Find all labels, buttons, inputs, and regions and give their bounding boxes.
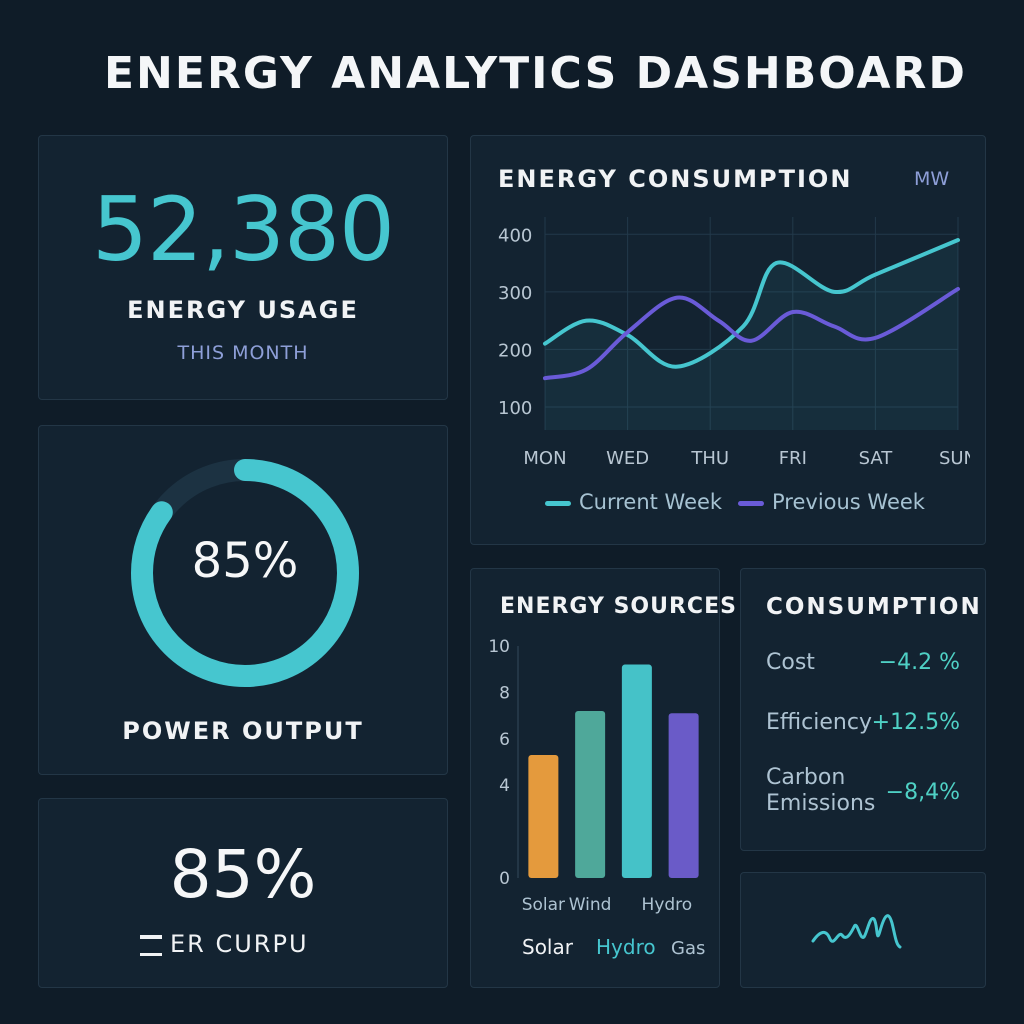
bar-x-tick-label: Hydro bbox=[642, 895, 693, 915]
bar-legend-hydro: Hydro bbox=[596, 935, 656, 959]
bar-wind bbox=[575, 710, 606, 878]
power-output-label-2: ER CURPU bbox=[140, 930, 309, 958]
bar-y-tick-label: 10 bbox=[490, 637, 510, 657]
bar-hydro bbox=[621, 664, 652, 878]
energy-usage-period: THIS MONTH bbox=[177, 342, 309, 364]
line-chart-unit: MW bbox=[914, 168, 950, 190]
line-x-tick-label: FRI bbox=[779, 448, 807, 469]
gauge-fill bbox=[131, 459, 359, 687]
metric-efficiency-label: Efficiency bbox=[766, 710, 872, 735]
sparkline-icon bbox=[811, 914, 902, 949]
legend-previous-label: Previous Week bbox=[772, 490, 925, 514]
line-y-tick-label: 300 bbox=[498, 283, 532, 304]
energy-usage-card bbox=[38, 135, 448, 400]
sparkline-card bbox=[740, 872, 986, 988]
line-x-tick-label: THU bbox=[690, 448, 729, 469]
power-output-label-2-text: ER CURPU bbox=[170, 930, 309, 958]
line-y-tick-label: 200 bbox=[498, 340, 532, 361]
energy-usage-value: 52,380 bbox=[92, 178, 395, 281]
power-output-card-2 bbox=[38, 798, 448, 988]
legend-previous-week: Previous Week bbox=[738, 490, 925, 514]
sparkline-path bbox=[811, 914, 902, 949]
power-glyph-icon bbox=[140, 934, 162, 956]
series-previous-week-line bbox=[543, 286, 960, 381]
line-x-tick-label: WED bbox=[606, 448, 649, 469]
metric-carbon-value: −8,4% bbox=[885, 780, 960, 805]
metrics-title: CONSUMPTION bbox=[766, 594, 982, 620]
legend-current-swatch bbox=[545, 500, 571, 506]
metric-cost-value: −4.2 % bbox=[878, 650, 960, 675]
legend-current-label: Current Week bbox=[579, 490, 723, 514]
power-output-percent-2: 85% bbox=[169, 836, 317, 913]
metric-efficiency-value: +12.5% bbox=[871, 710, 960, 735]
energy-sources-bar-chart: 0 4 6 8 10 Solar Wind Hydro bbox=[490, 637, 699, 915]
line-y-tick-label: 100 bbox=[498, 398, 532, 419]
bar-y-tick-label: 4 bbox=[499, 776, 510, 796]
bar-solar bbox=[528, 755, 559, 878]
bar-x-tick-label: Solar bbox=[522, 895, 565, 915]
legend-current-week: Current Week bbox=[545, 490, 722, 514]
bar-y-tick-label: 6 bbox=[499, 730, 510, 750]
power-output-card bbox=[38, 425, 448, 775]
line-x-tick-label: SAT bbox=[859, 448, 894, 469]
consumption-metrics-card bbox=[740, 568, 986, 851]
energy-usage-label: ENERGY USAGE bbox=[127, 296, 359, 324]
power-output-label: POWER OUTPUT bbox=[122, 717, 364, 745]
legend-previous-swatch bbox=[738, 500, 764, 506]
line-x-tick-label: SUN bbox=[939, 448, 970, 469]
page-title: ENERGY ANALYTICS DASHBOARD bbox=[104, 48, 967, 99]
line-x-tick-label: MON bbox=[523, 448, 566, 469]
series-current-week-line bbox=[543, 238, 960, 369]
bar-y-tick-label: 0 bbox=[499, 869, 510, 889]
metric-cost-label: Cost bbox=[766, 650, 815, 675]
bar-chart-title: ENERGY SOURCES bbox=[500, 594, 737, 619]
line-chart-title: ENERGY CONSUMPTION bbox=[498, 165, 853, 193]
energy-consumption-line-chart: 100 200 300 400 MON WED THU FRI SAT SUN bbox=[498, 217, 970, 469]
series-current-week-area bbox=[545, 240, 958, 430]
metric-carbon-label: Carbon Emissions bbox=[766, 765, 876, 816]
line-y-tick-label: 400 bbox=[498, 225, 532, 246]
bar-legend-gas: Gas bbox=[671, 938, 706, 959]
bar-legend-solar: Solar bbox=[522, 935, 573, 959]
power-output-percent: 85% bbox=[191, 533, 299, 589]
bar-y-tick-label: 8 bbox=[499, 683, 510, 703]
power-output-gauge bbox=[131, 459, 359, 687]
bar-gas bbox=[668, 713, 699, 878]
bar-x-tick-label: Wind bbox=[569, 895, 612, 915]
